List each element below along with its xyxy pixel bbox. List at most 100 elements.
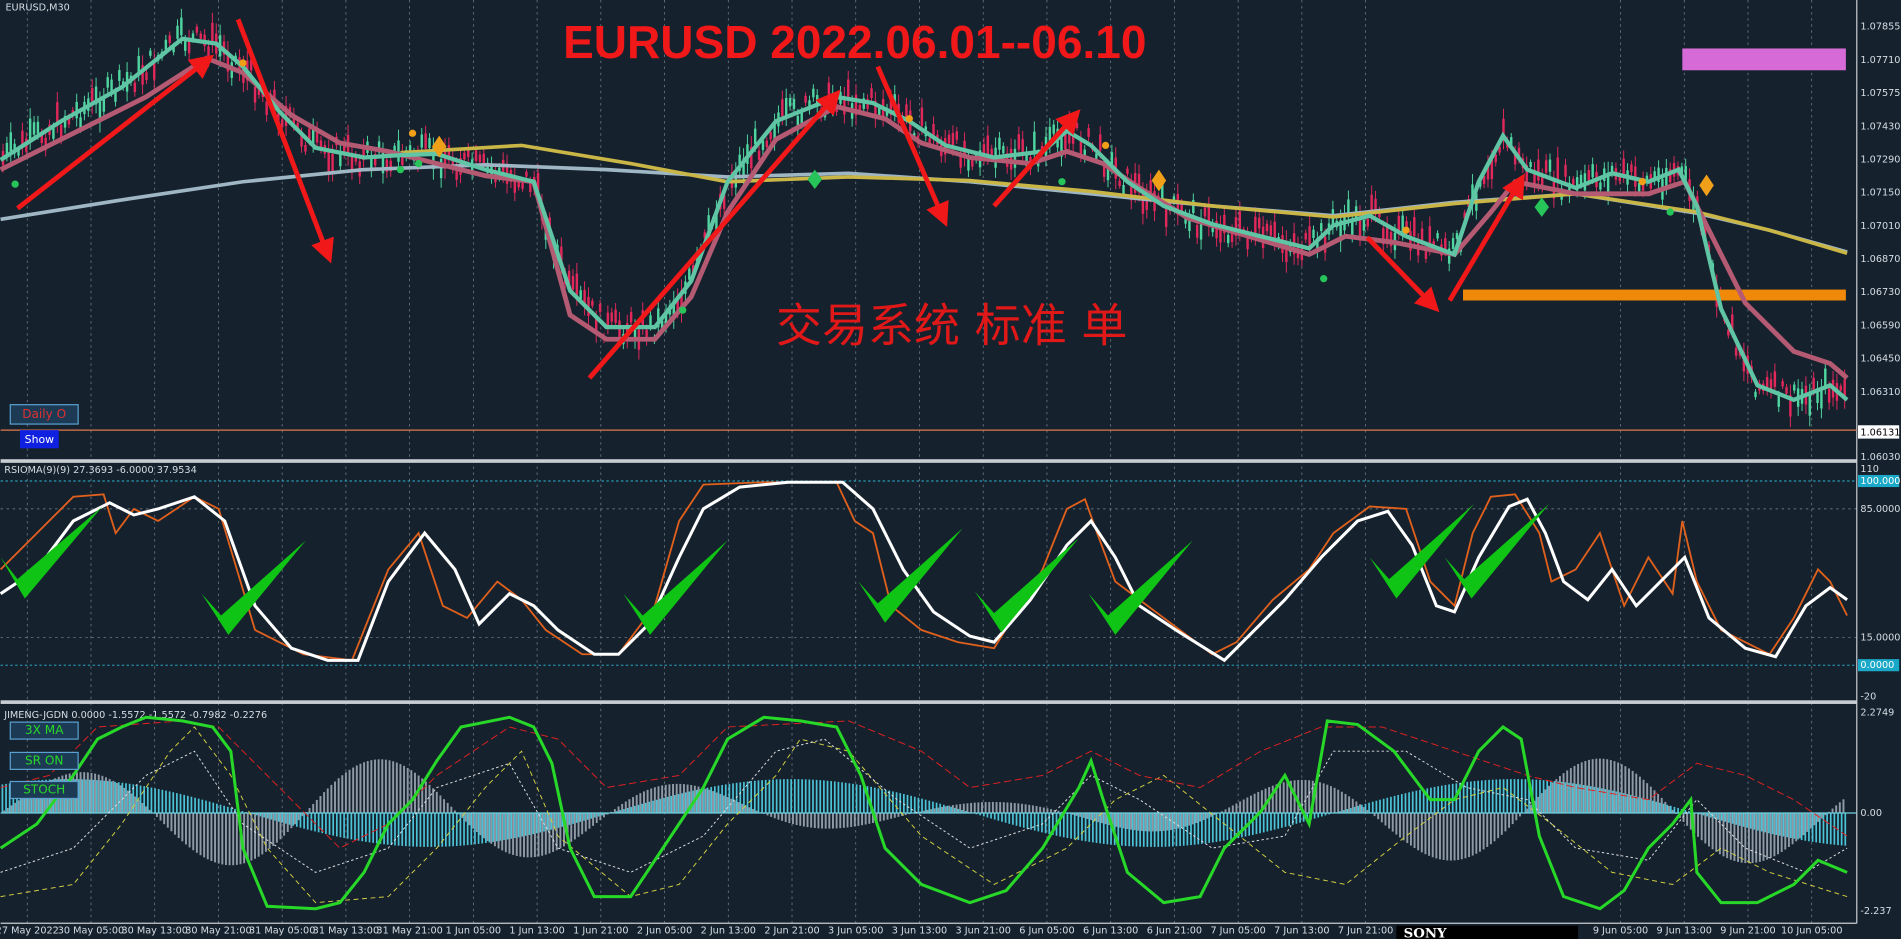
candle-body (598, 304, 602, 312)
candle-body (1195, 224, 1199, 238)
candle-body (1378, 210, 1381, 218)
button-label[interactable]: Daily O (22, 407, 66, 421)
candle-body (571, 275, 575, 290)
candle-body (1304, 232, 1307, 240)
candle-body (164, 39, 168, 50)
candle-body (691, 265, 695, 273)
current-price: 1.06131 (1860, 428, 1900, 439)
candle-body (591, 300, 594, 306)
candle-body (195, 26, 199, 33)
button[interactable]: Show (19, 430, 59, 449)
candle-body (28, 118, 32, 140)
candle-body (339, 151, 342, 167)
candle-body (1137, 173, 1141, 193)
candle-body (796, 116, 800, 131)
time-label: 3 Jun 05:00 (828, 926, 883, 937)
button[interactable]: Daily O (9, 404, 79, 425)
candle-body (606, 312, 610, 328)
level-box (1857, 474, 1900, 488)
button-label[interactable]: STOCH (23, 782, 65, 796)
candle-body (579, 290, 582, 300)
candle-body (1785, 387, 1788, 394)
candle-body (870, 88, 873, 99)
candle-body (308, 128, 311, 140)
level-box (1857, 659, 1900, 672)
candle-body (548, 217, 551, 228)
button-label[interactable]: 3X MA (25, 723, 64, 737)
candle-body (1808, 394, 1811, 416)
candle-body (742, 158, 745, 179)
candle-body (486, 162, 489, 173)
candle-body (1517, 147, 1521, 159)
candle-body (1002, 146, 1005, 154)
candle-body (1033, 131, 1036, 153)
arrow (992, 109, 1081, 208)
time-label: 6 Jun 13:00 (1083, 926, 1138, 937)
candle-body (102, 96, 106, 112)
candle-body (1843, 379, 1846, 399)
button-label[interactable]: Show (25, 433, 54, 446)
candle-body (753, 128, 757, 145)
button[interactable]: 3X MA (9, 721, 79, 740)
signal-line (0, 726, 1848, 904)
candle-body (199, 33, 202, 39)
stoch-line (0, 738, 1848, 873)
support-band (1463, 289, 1846, 301)
price-label: 1.06310 (1860, 387, 1900, 398)
candle-body (1556, 157, 1559, 180)
watermark: SONY (1404, 926, 1447, 939)
time-label: 6 Jun 05:00 (1019, 926, 1074, 937)
candle-body (32, 122, 36, 135)
candle-body (1436, 233, 1439, 239)
candle-body (688, 268, 691, 280)
candle-body (1099, 134, 1102, 151)
candle-body (439, 158, 443, 179)
candle-body (1451, 238, 1455, 249)
candle-body (180, 17, 183, 36)
candle-body (474, 150, 478, 162)
price-label: 1.07710 (1860, 55, 1900, 66)
candle-body (1087, 128, 1090, 137)
candle-body (525, 171, 528, 177)
jgdn-axis: 2.2749 0.00 -2.237 (1860, 707, 1894, 917)
candle-body (1215, 220, 1218, 239)
candle-body (90, 88, 94, 106)
candle-body (1513, 151, 1517, 165)
candle-body (1618, 174, 1622, 182)
candle-body (1397, 215, 1401, 232)
button[interactable]: STOCH (9, 780, 79, 800)
time-label: 9 Jun 13:00 (1657, 926, 1712, 937)
candle-body (1021, 139, 1024, 156)
candle-body (1525, 164, 1528, 182)
candle-body (1308, 226, 1311, 246)
candle-body (1447, 248, 1451, 264)
time-label: 2 Jun 13:00 (701, 926, 756, 937)
candle-body (1812, 377, 1815, 390)
candle-body (59, 124, 63, 138)
candle-body (187, 37, 191, 54)
time-label: 6 Jun 21:00 (1147, 926, 1202, 937)
jgdn-label: 0.00 (1860, 808, 1882, 819)
button-label[interactable]: SR ON (25, 753, 64, 767)
arrow (1365, 235, 1440, 313)
candle-body (1188, 216, 1191, 232)
candle-body (521, 182, 524, 189)
candle-body (792, 98, 796, 109)
candle-body (769, 132, 772, 140)
arrow (16, 54, 215, 211)
candle-body (1606, 172, 1610, 195)
candle-body (928, 138, 931, 145)
candle-body (94, 86, 98, 105)
candle-body (1544, 160, 1548, 173)
check-marks (0, 504, 1550, 635)
button[interactable]: SR ON (9, 751, 79, 770)
candle-body (1622, 158, 1625, 175)
candle-body (633, 326, 637, 342)
candle-body (311, 126, 315, 145)
price-label: 1.06870 (1860, 254, 1900, 265)
candle-body (843, 96, 846, 115)
candle-body (1347, 199, 1350, 218)
candle-body (1060, 137, 1063, 157)
